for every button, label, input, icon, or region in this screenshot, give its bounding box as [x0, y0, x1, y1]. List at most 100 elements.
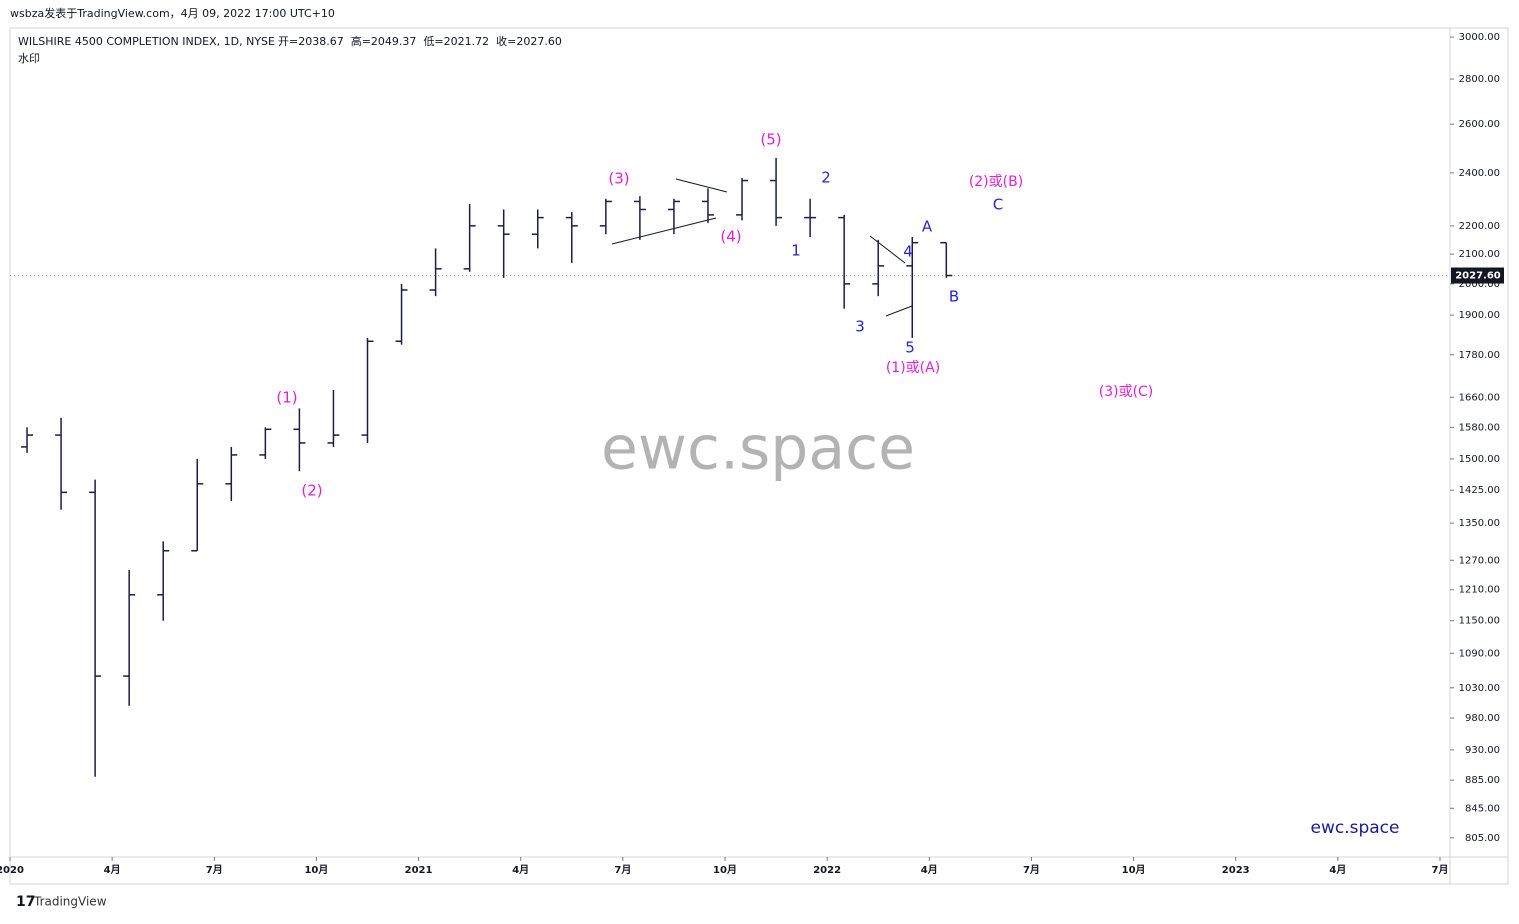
x-tick-label: 7月	[614, 864, 631, 876]
x-tick-label: 7月	[1023, 864, 1040, 876]
x-tick-label: 4月	[1329, 864, 1346, 876]
ohlc-legend: 开=2038.67	[278, 35, 344, 48]
ohlc-bar	[191, 458, 204, 552]
y-tick-label: 1030.00	[1459, 683, 1500, 694]
ohlc-bar	[225, 446, 238, 501]
ohlc-bar	[565, 212, 578, 263]
attribution: wsbza发表于TradingView.com，4月 09, 2022 17:0…	[10, 6, 335, 20]
wave-label: 4	[903, 243, 913, 261]
wave-label: (3)或(C)	[1099, 384, 1154, 400]
y-tick-label: 2200.00	[1459, 221, 1500, 232]
ohlc-bar	[293, 408, 306, 472]
ohlc-bar	[157, 541, 170, 621]
x-tick-label: 10月	[1122, 864, 1146, 876]
watermark-label: 水印	[18, 52, 40, 65]
x-tick-label: 10月	[304, 864, 328, 876]
ohlc-bar	[395, 283, 408, 345]
wave-label: (2)	[301, 482, 322, 500]
ohlc-bar	[940, 241, 953, 278]
x-tick-label: 2021	[405, 865, 433, 876]
y-tick-label: 1660.00	[1459, 392, 1500, 403]
ohlc-bar	[497, 209, 510, 278]
y-tick-label: 3000.00	[1459, 32, 1500, 43]
x-tick-label: 2020	[0, 865, 24, 876]
ohlc-bar	[770, 157, 783, 226]
y-tick-label: 980.00	[1465, 713, 1500, 724]
y-tick-label: 1580.00	[1459, 422, 1500, 433]
y-tick-label: 1900.00	[1459, 310, 1500, 321]
watermark: ewc.space	[601, 414, 915, 484]
logo-mark: 17	[16, 894, 35, 910]
y-tick-label: 1090.00	[1459, 648, 1500, 659]
ohlc-bar	[361, 337, 374, 443]
y-tick-label: 930.00	[1465, 745, 1500, 756]
ohlc-bar	[701, 188, 714, 224]
y-tick-label: 2000.00	[1459, 279, 1500, 290]
footer: TradingView	[33, 895, 107, 909]
wave-label: C	[993, 196, 1003, 214]
y-tick-label: 885.00	[1465, 775, 1500, 786]
x-tick-label: 10月	[713, 864, 737, 876]
wave-label: 5	[905, 339, 915, 357]
y-tick-label: 1150.00	[1459, 616, 1500, 627]
ohlc-bar	[872, 239, 885, 297]
x-tick-label: 4月	[512, 864, 529, 876]
ohlc-bar	[633, 196, 646, 240]
ohlc-bar	[429, 248, 442, 297]
ohlc-bar	[667, 198, 680, 235]
y-tick-label: 2600.00	[1459, 119, 1500, 130]
wave-label: 2	[821, 169, 831, 187]
y-tick-label: 805.00	[1465, 833, 1500, 844]
last-price-label: 2027.60	[1455, 271, 1501, 282]
wave-label: B	[949, 288, 959, 306]
ohlc-bar	[599, 198, 612, 235]
y-tick-label: 1270.00	[1459, 555, 1500, 566]
y-tick-label: 2100.00	[1459, 249, 1500, 260]
x-tick-label: 7月	[206, 864, 223, 876]
wave-label: A	[922, 218, 933, 236]
wave-label: (3)	[608, 170, 629, 188]
frame	[9, 27, 1509, 885]
y-tick-label: 1780.00	[1459, 350, 1500, 361]
ohlc-bar	[463, 204, 476, 272]
ohlc-bar	[55, 417, 68, 510]
wave-label: (1)或(A)	[886, 360, 940, 376]
wave-label: (1)	[276, 389, 297, 407]
x-tick-label: 7月	[1432, 864, 1449, 876]
wave-label: 1	[791, 242, 801, 260]
last-price-box	[1451, 267, 1504, 284]
symbol-title: WILSHIRE 4500 COMPLETION INDEX, 1D, NYSE	[18, 35, 275, 48]
trendlines	[611, 178, 913, 317]
ohlc-legend: 低=2021.72	[423, 35, 489, 48]
y-tick-label: 845.00	[1465, 803, 1500, 814]
x-tick-label: 4月	[921, 864, 938, 876]
x-tick-label: 2022	[813, 865, 841, 876]
y-tick-label: 2400.00	[1459, 168, 1500, 179]
ohlc-bar	[736, 177, 749, 221]
wave-label: (4)	[720, 228, 741, 246]
ohlc-bar	[327, 389, 340, 447]
ohlc-bar	[531, 209, 544, 249]
ohlc-bar	[123, 569, 136, 706]
ohlc-bar	[259, 427, 272, 459]
wave-label: 3	[855, 318, 865, 336]
y-tick-label: 1350.00	[1459, 518, 1500, 529]
x-tick-label: 2023	[1222, 865, 1250, 876]
wave-label: (5)	[760, 131, 781, 149]
ohlc-bar	[906, 237, 919, 338]
y-tick-label: 2800.00	[1459, 74, 1500, 85]
brand: ewc.space	[1311, 818, 1400, 838]
ohlc-bar	[838, 214, 851, 309]
wave-label: (2)或(B)	[969, 174, 1023, 190]
ohlc-legend: 高=2049.37	[351, 34, 417, 48]
y-tick-label: 1210.00	[1459, 585, 1500, 596]
x-tick-label: 4月	[104, 864, 121, 876]
ohlc-bar	[21, 427, 34, 453]
y-tick-label: 1425.00	[1459, 485, 1500, 496]
ohlc-legend: 收=2027.60	[496, 34, 562, 48]
ohlc-bar	[804, 198, 817, 238]
y-tick-label: 1500.00	[1459, 454, 1500, 465]
ohlc-bar	[89, 479, 102, 777]
